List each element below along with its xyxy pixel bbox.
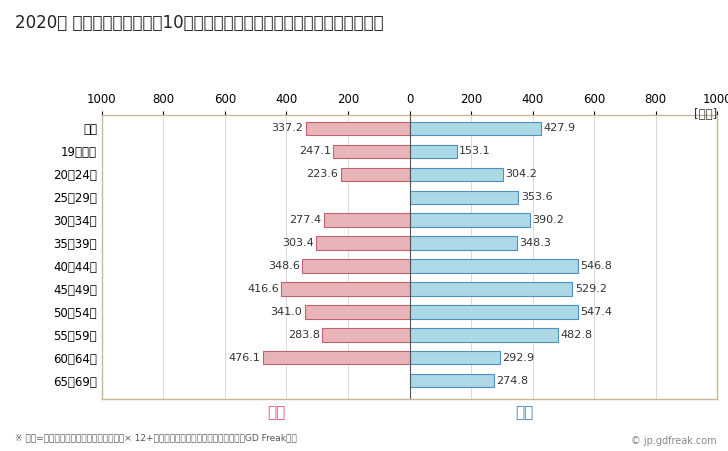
Text: 476.1: 476.1: [229, 353, 261, 363]
Bar: [410, 282, 572, 295]
Text: 416.6: 416.6: [247, 284, 279, 294]
Bar: [410, 168, 503, 181]
Bar: [324, 213, 410, 227]
Text: 482.8: 482.8: [561, 330, 593, 340]
Text: 341.0: 341.0: [270, 307, 302, 317]
Bar: [306, 122, 410, 135]
Text: 男性: 男性: [515, 405, 534, 420]
Bar: [263, 351, 410, 364]
Text: 153.1: 153.1: [459, 146, 491, 156]
Text: 529.2: 529.2: [574, 284, 606, 294]
Text: 223.6: 223.6: [306, 169, 339, 179]
Bar: [410, 328, 558, 341]
Bar: [410, 351, 499, 364]
Text: 337.2: 337.2: [272, 123, 304, 133]
Text: 303.4: 303.4: [282, 238, 314, 248]
Bar: [410, 213, 529, 227]
Bar: [316, 236, 410, 250]
Text: 348.6: 348.6: [268, 261, 300, 271]
Text: 292.9: 292.9: [502, 353, 534, 363]
Text: 247.1: 247.1: [299, 146, 331, 156]
Bar: [410, 190, 518, 204]
Text: ※ 年収=「きまって支給する現金給与額」× 12+「年間賞与その他特別給与額」としてGD Freak推計: ※ 年収=「きまって支給する現金給与額」× 12+「年間賞与その他特別給与額」と…: [15, 433, 296, 442]
Text: 283.8: 283.8: [288, 330, 320, 340]
Text: 2020年 民間企業（従業者数10人以上）フルタイム労働者の男女別平均年収: 2020年 民間企業（従業者数10人以上）フルタイム労働者の男女別平均年収: [15, 14, 383, 32]
Bar: [323, 328, 410, 341]
Text: 274.8: 274.8: [496, 376, 529, 386]
Bar: [410, 305, 578, 318]
Text: [万円]: [万円]: [694, 108, 717, 121]
Bar: [410, 259, 578, 273]
Bar: [341, 168, 410, 181]
Text: 348.3: 348.3: [519, 238, 551, 248]
Text: 427.9: 427.9: [544, 123, 576, 133]
Bar: [410, 236, 517, 250]
Bar: [333, 145, 410, 158]
Bar: [410, 145, 456, 158]
Text: © jp.gdfreak.com: © jp.gdfreak.com: [631, 437, 717, 446]
Text: 547.4: 547.4: [580, 307, 612, 317]
Bar: [281, 282, 410, 295]
Text: 546.8: 546.8: [580, 261, 612, 271]
Text: 277.4: 277.4: [290, 215, 322, 225]
Bar: [304, 305, 410, 318]
Text: 390.2: 390.2: [532, 215, 564, 225]
Bar: [410, 374, 494, 387]
Text: 353.6: 353.6: [521, 192, 553, 202]
Text: 304.2: 304.2: [505, 169, 537, 179]
Bar: [410, 122, 541, 135]
Bar: [302, 259, 410, 273]
Text: 女性: 女性: [267, 405, 286, 420]
